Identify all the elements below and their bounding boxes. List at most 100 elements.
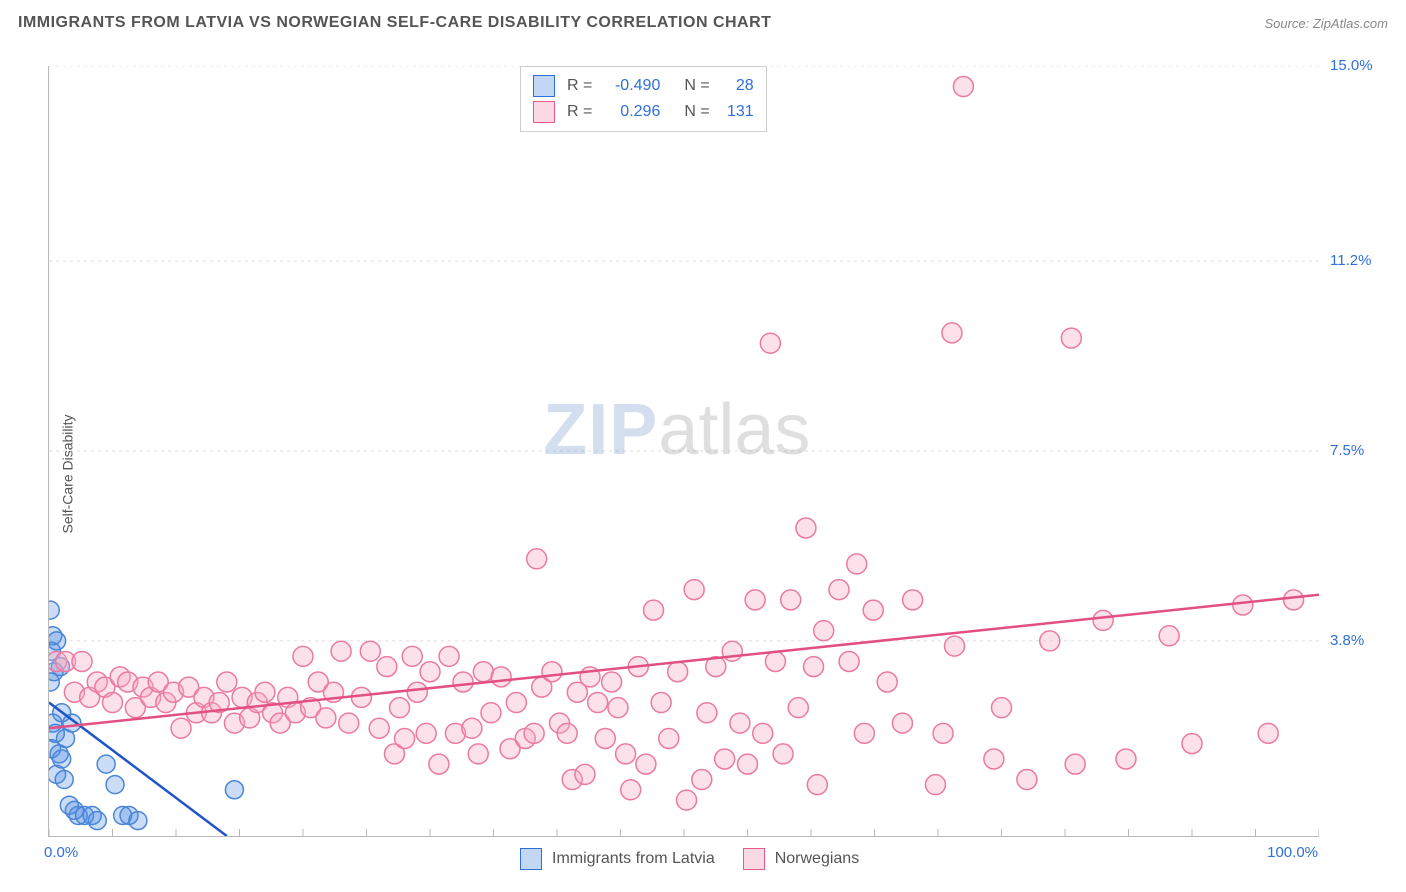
x-tick-label: 0.0%	[44, 844, 78, 861]
data-point	[255, 682, 275, 702]
data-point	[491, 667, 511, 687]
data-point	[293, 646, 313, 666]
data-point	[103, 693, 123, 713]
legend-label: Norwegians	[775, 850, 859, 868]
data-point	[49, 632, 66, 650]
data-point	[925, 775, 945, 795]
data-point	[439, 646, 459, 666]
data-point	[854, 723, 874, 743]
data-point	[506, 693, 526, 713]
data-point	[1040, 631, 1060, 651]
data-point	[72, 651, 92, 671]
data-point	[473, 662, 493, 682]
data-point	[877, 672, 897, 692]
trend-line	[49, 595, 1319, 728]
data-point	[390, 698, 410, 718]
correlation-stats-box: R =-0.490N =28R =0.296N =131	[520, 66, 767, 132]
data-point	[668, 662, 688, 682]
legend-swatch	[520, 848, 542, 870]
data-point	[933, 723, 953, 743]
data-point	[863, 600, 883, 620]
data-point	[395, 728, 415, 748]
n-label: N =	[684, 73, 709, 99]
data-point	[49, 601, 59, 619]
y-tick-label: 11.2%	[1330, 252, 1400, 269]
plot-area	[48, 66, 1319, 837]
data-point	[1258, 723, 1278, 743]
data-point	[992, 698, 1012, 718]
data-point	[217, 672, 237, 692]
data-point	[106, 776, 124, 794]
data-point	[715, 749, 735, 769]
data-point	[1093, 610, 1113, 630]
data-point	[697, 703, 717, 723]
data-point	[453, 672, 473, 692]
data-point	[402, 646, 422, 666]
stats-row: R =0.296N =131	[533, 99, 754, 125]
data-point	[97, 755, 115, 773]
data-point	[804, 657, 824, 677]
data-point	[602, 672, 622, 692]
data-point	[1284, 590, 1304, 610]
data-point	[984, 749, 1004, 769]
data-point	[730, 713, 750, 733]
data-point	[316, 708, 336, 728]
x-tick-label: 100.0%	[1267, 844, 1318, 861]
data-point	[55, 771, 73, 789]
data-point	[616, 744, 636, 764]
data-point	[677, 790, 697, 810]
data-point	[88, 812, 106, 830]
legend-swatch	[533, 101, 555, 123]
data-point	[171, 718, 191, 738]
data-point	[953, 77, 973, 97]
data-point	[765, 651, 785, 671]
data-point	[760, 333, 780, 353]
data-point	[1065, 754, 1085, 774]
data-point	[407, 682, 427, 702]
data-point	[468, 744, 488, 764]
data-point	[745, 590, 765, 610]
chart-area: Self-Care Disability ZIPatlas R =-0.490N…	[0, 56, 1406, 892]
chart-header: IMMIGRANTS FROM LATVIA VS NORWEGIAN SELF…	[0, 0, 1406, 48]
legend-swatch	[533, 75, 555, 97]
data-point	[651, 693, 671, 713]
r-label: R =	[567, 99, 592, 125]
data-point	[847, 554, 867, 574]
bottom-legend: Immigrants from Latvia Norwegians	[520, 848, 859, 870]
n-value: 131	[720, 99, 754, 125]
legend-item: Immigrants from Latvia	[520, 848, 715, 870]
data-point	[903, 590, 923, 610]
data-point	[1159, 626, 1179, 646]
data-point	[829, 580, 849, 600]
data-point	[575, 764, 595, 784]
legend-label: Immigrants from Latvia	[552, 850, 715, 868]
y-tick-label: 7.5%	[1330, 442, 1400, 459]
r-label: R =	[567, 73, 592, 99]
data-point	[659, 728, 679, 748]
data-point	[644, 600, 664, 620]
data-point	[331, 641, 351, 661]
data-point	[636, 754, 656, 774]
r-value: -0.490	[602, 73, 660, 99]
data-point	[753, 723, 773, 743]
data-point	[807, 775, 827, 795]
n-label: N =	[684, 99, 709, 125]
stats-row: R =-0.490N =28	[533, 73, 754, 99]
data-point	[416, 723, 436, 743]
data-point	[339, 713, 359, 733]
data-point	[892, 713, 912, 733]
data-point	[524, 723, 544, 743]
data-point	[942, 323, 962, 343]
chart-title: IMMIGRANTS FROM LATVIA VS NORWEGIAN SELF…	[18, 14, 771, 31]
source-name: ZipAtlas.com	[1313, 16, 1388, 31]
data-point	[542, 662, 562, 682]
chart-svg	[49, 66, 1319, 836]
data-point	[429, 754, 449, 774]
data-point	[781, 590, 801, 610]
data-point	[1116, 749, 1136, 769]
data-point	[684, 580, 704, 600]
data-point	[462, 718, 482, 738]
data-point	[692, 770, 712, 790]
data-point	[1017, 770, 1037, 790]
data-point	[481, 703, 501, 723]
